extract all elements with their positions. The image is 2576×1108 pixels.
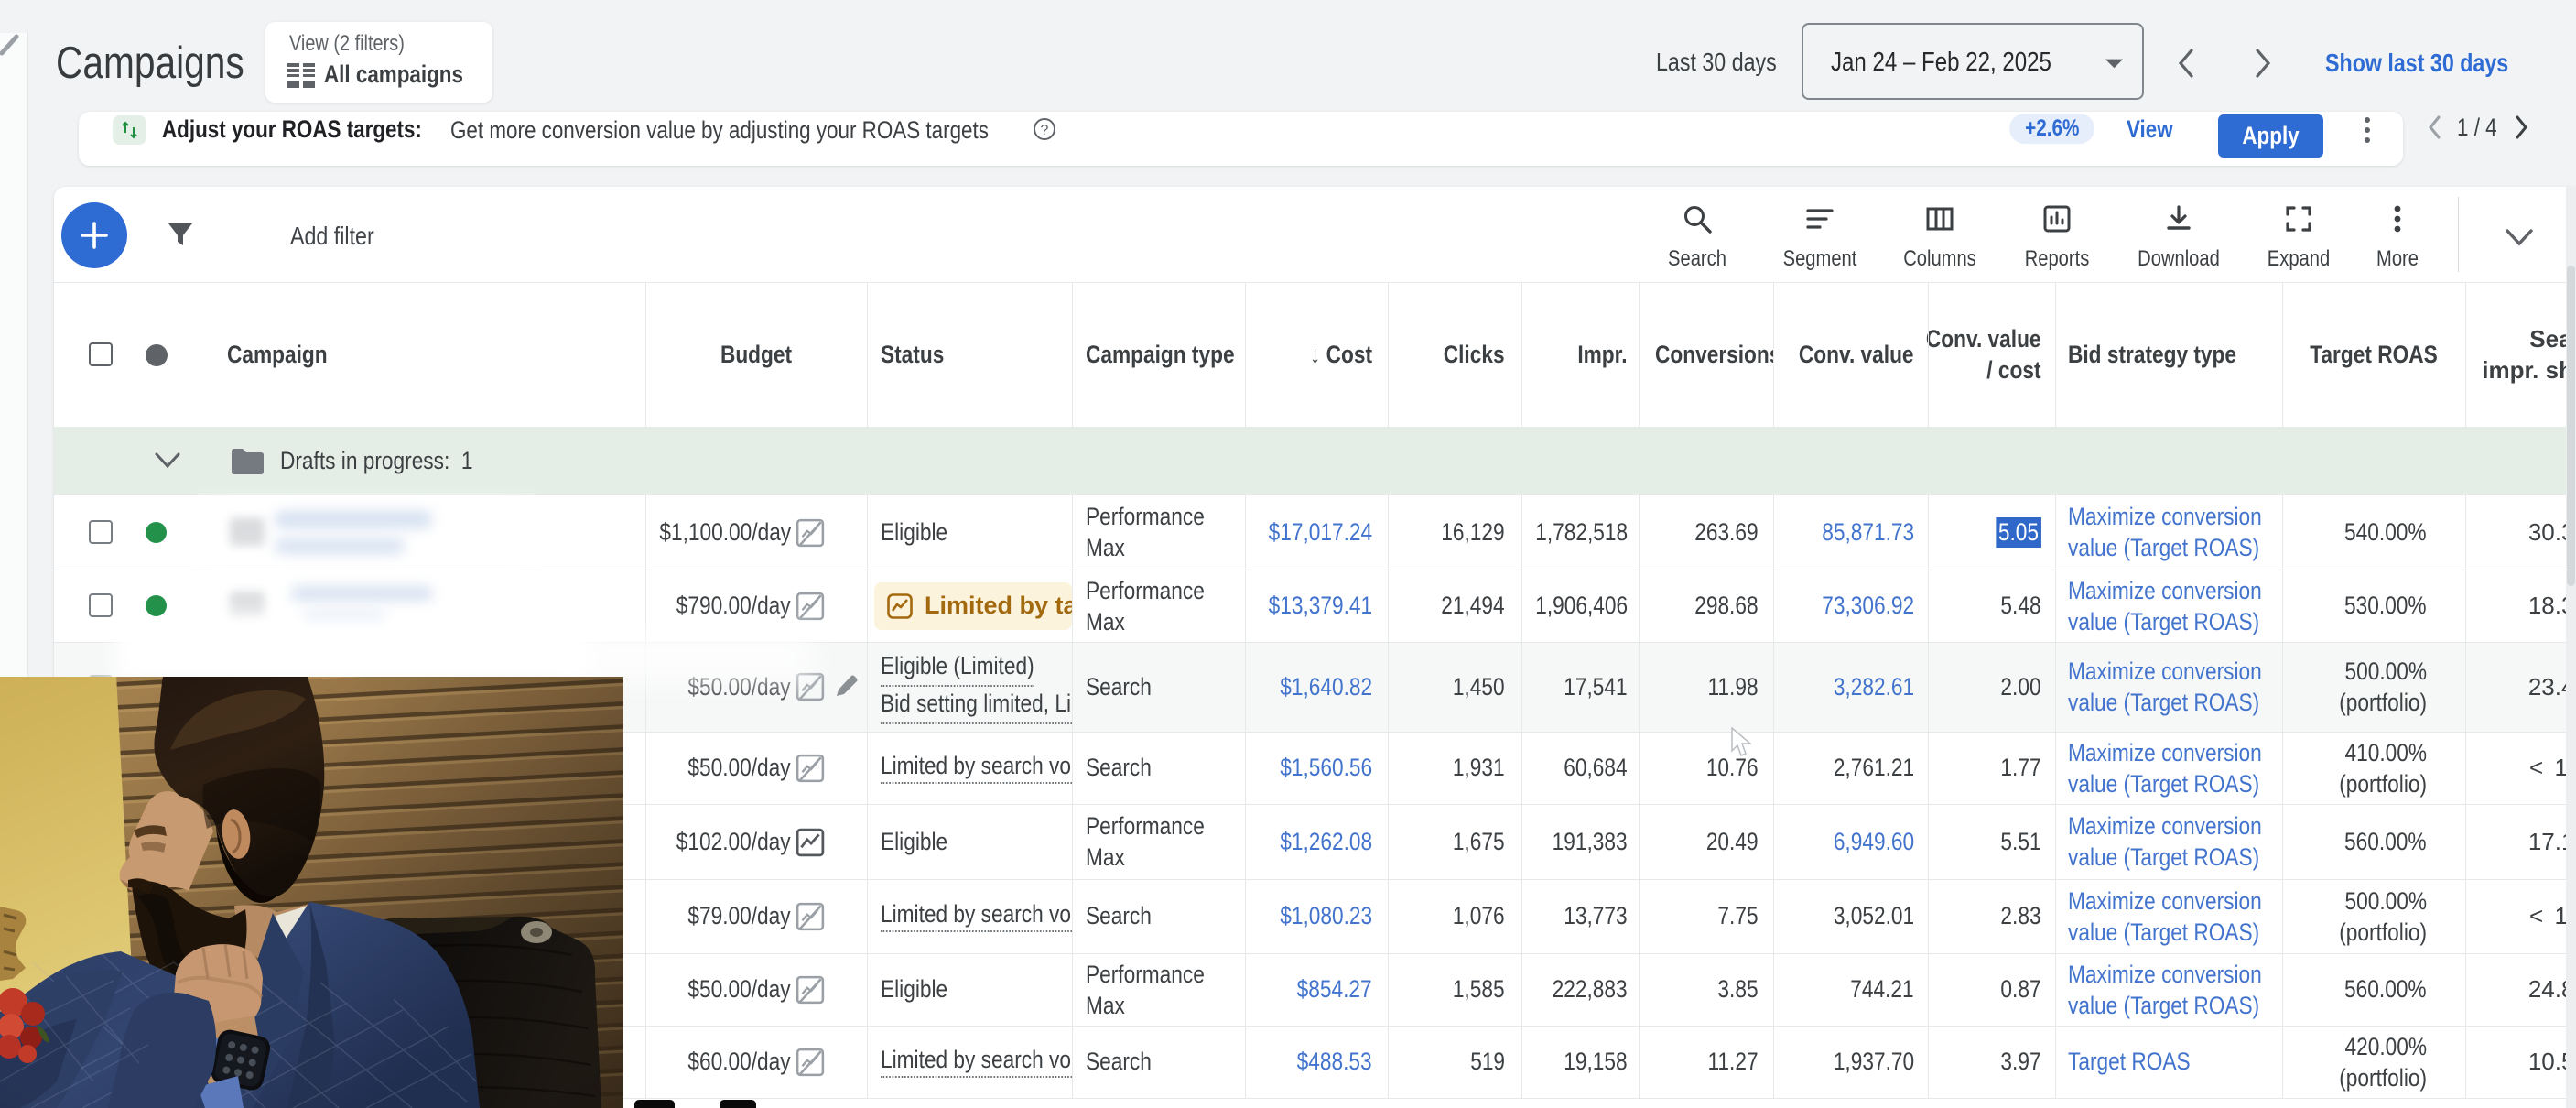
svg-text:?: ? bbox=[1041, 123, 1049, 138]
